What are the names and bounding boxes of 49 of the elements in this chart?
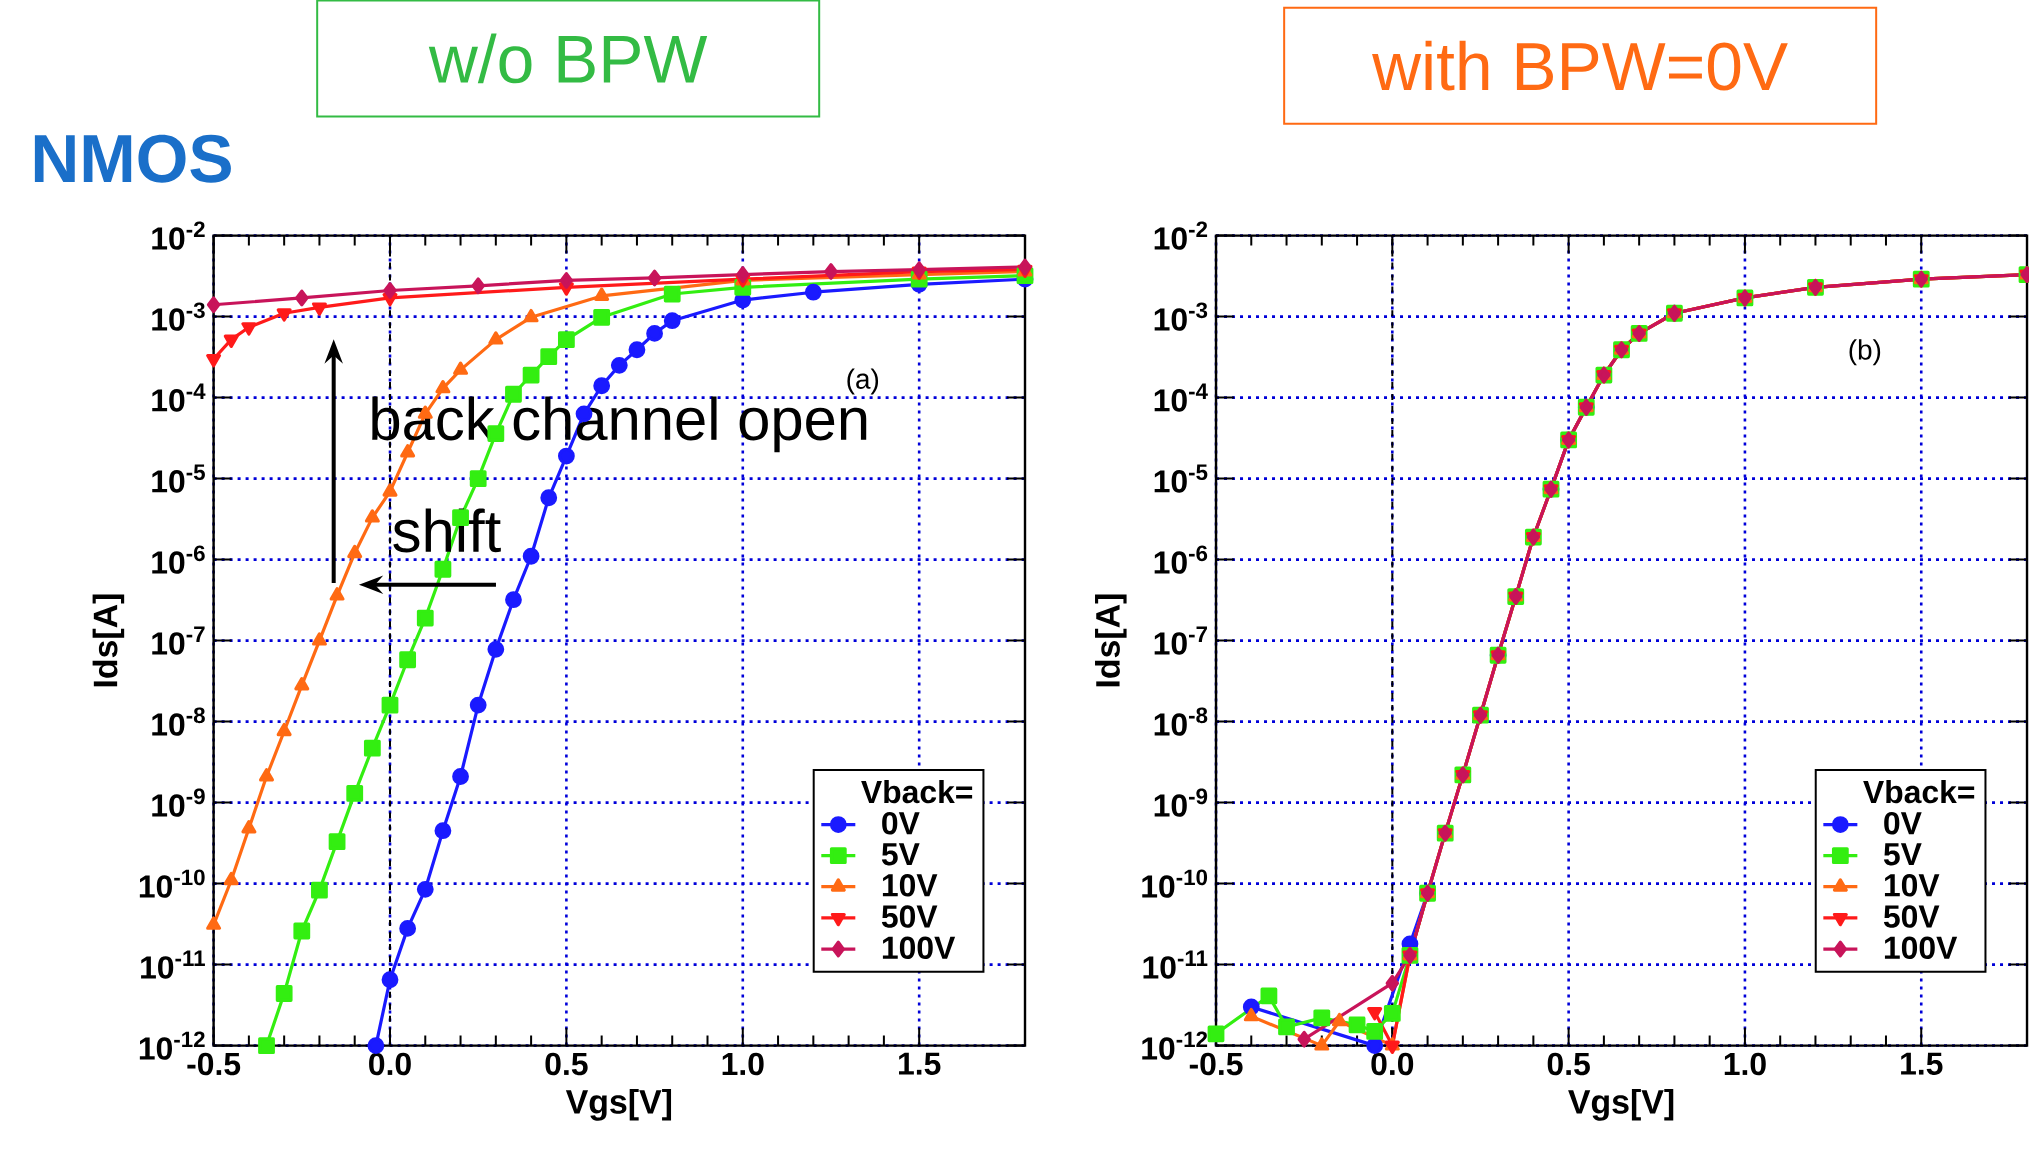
y-tick-label: 10$^{-3}$ xyxy=(152,302,205,331)
legend-label: 10V xyxy=(882,874,938,897)
y-tick-label: 10$^{-3}$ xyxy=(1154,302,1208,331)
x-axis-title: Vgs[V] xyxy=(565,1088,672,1121)
y-tick-label: 10$^{-6}$ xyxy=(152,545,205,574)
x-axis-title: Vgs[V] xyxy=(1568,1088,1674,1121)
chart-title: w/o BPW xyxy=(428,33,708,84)
legend-title: Vback= xyxy=(861,779,973,804)
legend-label: 5V xyxy=(881,843,920,866)
x-tick-label: 1.0 xyxy=(1724,1052,1766,1076)
y-tick-label: 10$^{-7}$ xyxy=(152,626,205,655)
chart-title: with BPW=0V xyxy=(1372,40,1788,91)
y-tick-label: 10$^{-6}$ xyxy=(1154,545,1208,574)
y-tick-label: 10$^{-8}$ xyxy=(1154,707,1208,736)
x-tick-label: 1.5 xyxy=(1901,1052,1943,1075)
y-tick-label: 10$^{-10}$ xyxy=(139,869,205,898)
x-tick-label: 1.5 xyxy=(899,1052,941,1075)
y-tick-label: 10$^{-9}$ xyxy=(1154,788,1208,817)
y-tick-label: 10$^{-2}$ xyxy=(152,221,205,250)
y-tick-label: 10$^{-2}$ xyxy=(1154,221,1208,250)
y-tick-label: 10$^{-4}$ xyxy=(1154,383,1208,412)
y-tick-label: 10$^{-11}$ xyxy=(1143,950,1208,979)
x-tick-label: 0.0 xyxy=(369,1052,411,1076)
legend-label: 100V xyxy=(882,936,956,960)
text: NMOS xyxy=(34,134,231,183)
y-axis-title: Ids[A] xyxy=(1095,594,1127,687)
legend-label: 100V xyxy=(1884,936,1958,960)
y-tick-label: 10$^{-7}$ xyxy=(1154,626,1207,655)
y-tick-label: 10$^{-8}$ xyxy=(152,707,205,736)
annotation: (a) xyxy=(847,368,879,395)
x-tick-label: 0.5 xyxy=(1547,1052,1590,1076)
legend-label: 0V xyxy=(1884,811,1922,835)
y-tick-label: 10$^{-5}$ xyxy=(1154,464,1208,493)
y-tick-label: 10$^{-10}$ xyxy=(1142,869,1208,898)
legend-title: Vback= xyxy=(1863,779,1975,804)
annotation: (b) xyxy=(1849,339,1881,366)
y-tick-label: 10$^{-4}$ xyxy=(152,383,206,412)
x-tick-label: 0.5 xyxy=(545,1052,588,1076)
legend-label: 0V xyxy=(882,811,920,835)
legend-label: 10V xyxy=(1884,874,1940,897)
legend-label: 50V xyxy=(881,905,938,928)
y-tick-label: 10$^{-5}$ xyxy=(152,464,205,493)
legend-label: 5V xyxy=(1883,843,1922,866)
y-tick-label: 10$^{-11}$ xyxy=(141,950,205,979)
x-tick-label: 1.0 xyxy=(722,1052,764,1076)
y-axis-title: Ids[A] xyxy=(92,594,125,687)
legend-label: 50V xyxy=(1883,905,1940,928)
y-tick-label: 10$^{-9}$ xyxy=(152,788,205,817)
x-tick-label: 0.0 xyxy=(1371,1052,1414,1076)
